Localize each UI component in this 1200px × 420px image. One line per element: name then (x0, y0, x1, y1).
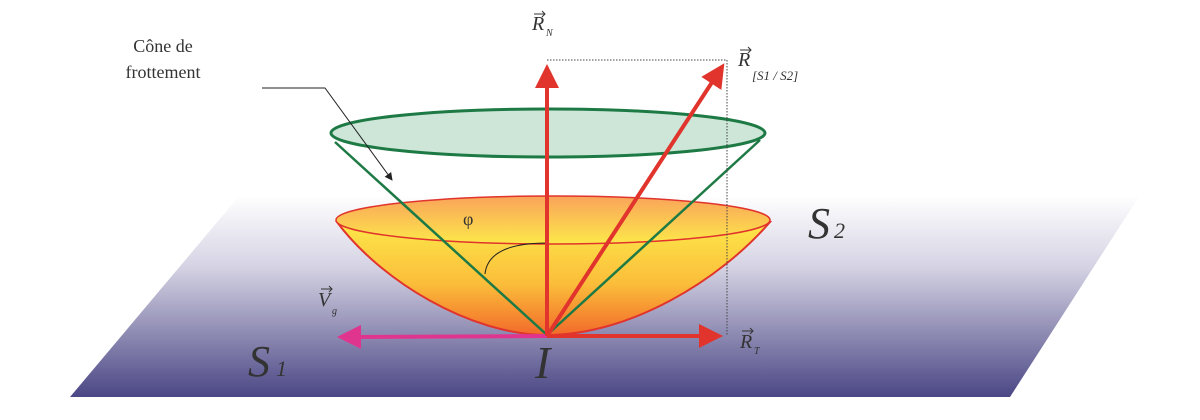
cone-edge-left (334, 141, 548, 336)
angle-arc (484, 242, 548, 275)
total-reaction-symbol: R (737, 49, 750, 71)
label-normal-reaction: R N (531, 10, 554, 39)
label-s2: S 2 (808, 199, 845, 248)
label-tangential-reaction: R T (739, 327, 761, 357)
label-total-reaction: R [S1 / S2] (737, 46, 798, 83)
s1-symbol: S (248, 337, 270, 386)
label-sliding-velocity: V g (318, 285, 337, 317)
solid-s2-top (335, 195, 771, 245)
tangential-reaction-sub: T (754, 346, 761, 357)
label-s1: S 1 (248, 337, 287, 386)
sliding-velocity-symbol: V (318, 289, 333, 311)
s2-symbol: S (808, 199, 830, 248)
s1-sub: 1 (276, 356, 287, 381)
contact-point-label: I (534, 337, 553, 388)
normal-reaction-sub: N (545, 28, 554, 39)
projection-lines (547, 59, 728, 335)
sliding-velocity-sub: g (332, 306, 337, 317)
cone-label-line1: Cône de (133, 36, 192, 56)
tangential-reaction-symbol: R (739, 331, 752, 353)
cone-edge-right (546, 139, 761, 336)
angle-label: φ (463, 209, 473, 229)
total-reaction-arrow (545, 63, 725, 338)
normal-reaction-symbol: R (531, 13, 544, 35)
cone-label-line2: frottement (126, 62, 201, 82)
s2-sub: 2 (834, 218, 845, 243)
sliding-velocity-arrow (337, 324, 548, 349)
total-reaction-sub: [S1 / S2] (752, 68, 798, 83)
cone-label-pointer (262, 87, 393, 181)
